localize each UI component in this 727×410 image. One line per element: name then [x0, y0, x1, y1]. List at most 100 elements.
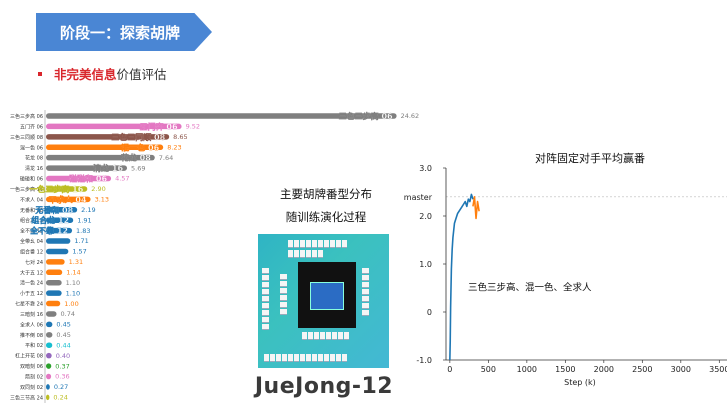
bar-category-label: 七星不靠 24: [15, 301, 43, 308]
x-axis-label: Step (k): [564, 378, 596, 387]
bar-inline-label: 花龙 08: [121, 153, 151, 163]
bar: [46, 321, 53, 328]
bar: [46, 300, 61, 307]
bar-value-label: 7.64: [159, 154, 173, 162]
bar-value-label: 8.23: [167, 143, 181, 151]
bar: [46, 352, 52, 359]
bar-category-label: 花龙 08: [25, 155, 43, 162]
bar: [46, 207, 78, 213]
bar: [46, 342, 53, 348]
bar-value-label: 0.37: [55, 362, 69, 370]
tile-row-hand: [264, 354, 347, 362]
bar-inline-label: 三色三步高 06: [339, 111, 393, 121]
bar: [46, 384, 50, 390]
tile-row-top2: [288, 250, 323, 258]
tile-row-discard: [302, 332, 349, 340]
bar-value-label: 0.24: [53, 394, 67, 402]
bar-category-label: 全不靠 12: [20, 228, 43, 235]
bar-category-label: 平和 02: [25, 342, 43, 349]
bar: [46, 394, 50, 401]
bar: [46, 373, 52, 380]
bar: [46, 165, 128, 171]
bar-value-label: 1.57: [72, 248, 86, 256]
bar-category-label: 清一色 24: [20, 280, 43, 287]
bar-value-label: 1.71: [74, 237, 88, 245]
middle-title-line1: 主要胡牌番型分布: [280, 187, 372, 201]
bar-value-label: 1.10: [66, 279, 80, 287]
bullet-dot-icon: [38, 71, 42, 76]
tile-column-right: [362, 268, 369, 316]
line-chart-annotation: 三色三步高、混一色、全求人: [468, 281, 592, 293]
bar-category-label: 一色三步高 16: [10, 186, 43, 193]
bar-value-label: 9.52: [186, 123, 200, 131]
bar: [46, 227, 73, 234]
bar-category-label: 三色三同顺 08: [10, 134, 43, 141]
x-tick-label: 0: [447, 365, 452, 374]
section-header-tag: 阶段一：探索胡牌: [36, 13, 212, 51]
x-tick-label: 2000: [594, 365, 614, 374]
bar-value-label: 4.57: [115, 175, 129, 183]
bar-inline-label: 五门齐 06: [140, 121, 178, 131]
bar-inline-label: 无番和 08: [34, 205, 73, 215]
line-series-1: [472, 195, 480, 220]
bar-category-label: 混一色 06: [20, 144, 43, 151]
bar: [46, 238, 71, 244]
y-tick-label: -1.0: [416, 356, 432, 365]
section-header-title: 阶段一：探索胡牌: [60, 23, 181, 42]
bar: [46, 144, 164, 151]
tile-column-left: [262, 268, 269, 330]
y-tick-label: 3.0: [419, 164, 432, 173]
bar-inline-label: 全不靠 12: [29, 226, 68, 236]
tile-row-top: [288, 240, 347, 248]
bar-category-label: 箭刻 02: [25, 374, 43, 381]
bar: [46, 290, 62, 296]
bar: [46, 186, 88, 192]
bar-value-label: 2.19: [81, 206, 95, 214]
y-tick-label: 1.0: [419, 260, 432, 269]
bar-value-label: 0.45: [56, 331, 70, 339]
bar-inline-label: 不求人 04: [49, 194, 87, 204]
bar-value-label: 1.31: [69, 258, 83, 266]
bar: [46, 134, 170, 140]
bar-inline-label: 清龙 16: [93, 163, 123, 173]
bullet-line: 非完美信息 价值评估: [38, 64, 167, 83]
x-tick-label: 2500: [632, 365, 652, 374]
bar-inline-label: 三色三同顺 08: [111, 132, 165, 142]
bar-category-label: 全求人 06: [20, 321, 43, 328]
bar-category-label: 组合龙 12: [20, 217, 43, 224]
bar-value-label: 5.69: [131, 164, 145, 172]
bar-value-label: 0.40: [56, 352, 70, 360]
bar-category-label: 小于五 12: [20, 290, 43, 297]
bar: [46, 154, 155, 161]
bar-category-label: 三暗刻 16: [20, 311, 43, 318]
bullet-text: 价值评估: [116, 67, 167, 82]
bar-value-label: 2.90: [91, 185, 105, 193]
bar-category-label: 碰碰和 06: [20, 176, 43, 183]
mahjong-game-screenshot: [258, 234, 389, 368]
bar-category-label: 七对 24: [25, 259, 43, 266]
bar-category-label: 三色三步高 06: [10, 113, 43, 120]
middle-title-line2: 随训练演化过程: [285, 210, 367, 224]
bar: [46, 363, 52, 369]
bar: [46, 259, 65, 265]
bar-value-label: 0.27: [54, 383, 68, 391]
bar-category-label: 组合番 12: [20, 248, 43, 255]
bar-value-label: 3.13: [95, 196, 109, 204]
bar-category-label: 大于五 12: [20, 269, 43, 276]
bar: [46, 113, 397, 119]
game-info-panel: [310, 282, 344, 310]
bar-category-label: 全带幺 04: [20, 238, 43, 245]
bar-value-label: 24.62: [401, 112, 420, 120]
x-tick-label: 1000: [517, 365, 537, 374]
bullet-highlight: 非完美信息: [54, 67, 117, 82]
bar-value-label: 1.83: [76, 227, 90, 235]
bar-value-label: 1.91: [77, 216, 91, 224]
x-tick-label: 1500: [555, 365, 575, 374]
y-tick-label: 0: [427, 308, 432, 317]
bar-category-label: 无番和 08: [20, 207, 43, 214]
bar-value-label: 0.45: [56, 321, 70, 329]
bar: [46, 279, 62, 286]
juejong-logo-text: JueJong-12: [254, 374, 394, 399]
bar: [46, 175, 112, 182]
bar-category-label: 杠上开花 08: [15, 353, 43, 360]
